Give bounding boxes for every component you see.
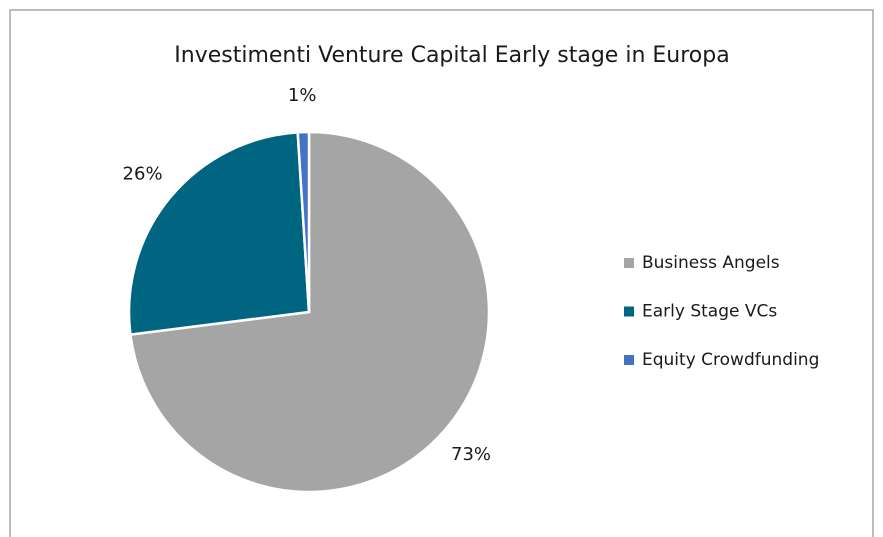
data-label: 1%: [288, 85, 317, 106]
legend-swatch: [624, 306, 634, 317]
chart-title: Investimenti Venture Capital Early stage…: [174, 43, 729, 68]
pie-slice: [127, 131, 311, 336]
legend-label: Early Stage VCs: [642, 302, 777, 322]
data-label: 73%: [451, 444, 491, 465]
chart-frame: [9, 9, 874, 537]
pie-slice: [296, 130, 311, 313]
legend-label: Business Angels: [642, 253, 780, 273]
legend-swatch: [624, 258, 634, 268]
legend-swatch: [624, 355, 634, 365]
data-label: 26%: [123, 163, 163, 184]
legend-label: Equity Crowdfunding: [642, 350, 819, 370]
